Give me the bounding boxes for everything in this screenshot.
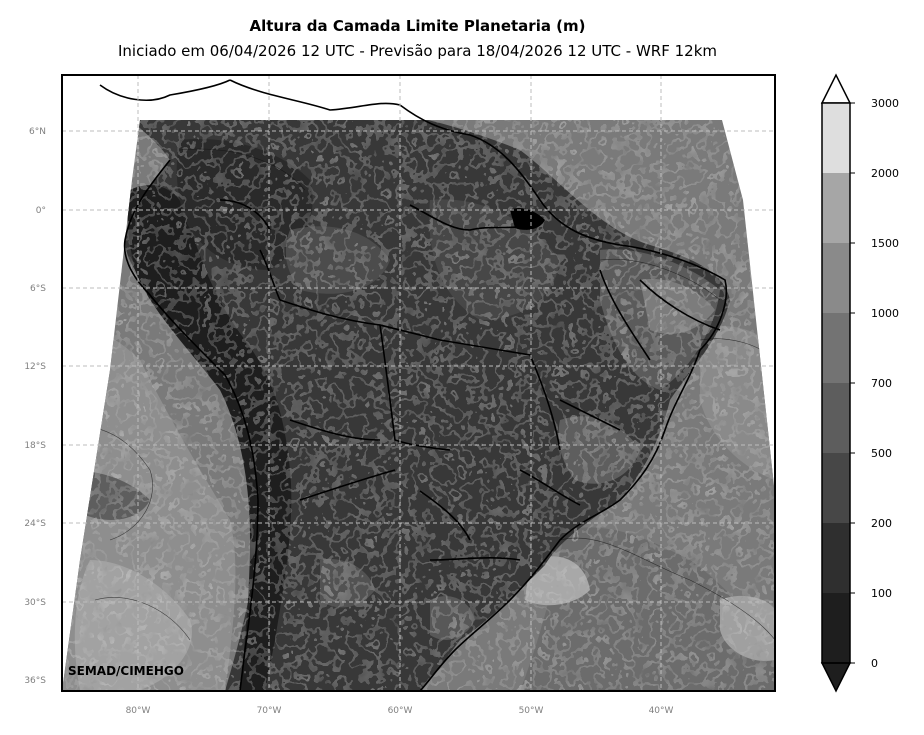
lon-label: 80°W [126, 706, 151, 716]
lat-label: 18°S [24, 441, 46, 451]
colorbar-segment [822, 243, 850, 313]
colorbar-segment [822, 103, 850, 173]
lat-label: 36°S [24, 676, 46, 686]
colorbar: 3000 2000 1500 1000 700 500 200 100 0 [820, 73, 899, 693]
colorbar-label: 500 [871, 447, 892, 460]
colorbar-segment [822, 173, 850, 243]
colorbar-segment [822, 523, 850, 593]
map-frame [61, 74, 776, 692]
colorbar-label: 0 [871, 657, 878, 670]
lat-label: 0° [36, 206, 46, 216]
lon-label: 60°W [388, 706, 413, 716]
lat-label: 6°N [29, 127, 46, 137]
colorbar-label: 2000 [871, 167, 899, 180]
map-subtitle: Iniciado em 06/04/2026 12 UTC - Previsão… [117, 42, 718, 60]
colorbar-segment [822, 383, 850, 453]
map-title: Altura da Camada Limite Planetaria (m) [249, 17, 586, 35]
colorbar-segment [822, 453, 850, 523]
colorbar-label: 700 [871, 377, 892, 390]
gridlines [62, 75, 775, 691]
colorbar-label: 1500 [871, 237, 899, 250]
credit-label: SEMAD/CIMEHGO [68, 664, 184, 678]
latitude-labels: 6°N 0° 6°S 12°S 18°S 24°S 30°S 36°S [24, 127, 46, 686]
colorbar-segment [822, 313, 850, 383]
lon-label: 40°W [649, 706, 674, 716]
colorbar-extend-min [820, 662, 852, 693]
amazon-delta [510, 208, 545, 230]
lon-label: 70°W [257, 706, 282, 716]
lat-label: 12°S [24, 362, 46, 372]
lon-label: 50°W [519, 706, 544, 716]
colorbar-label: 1000 [871, 307, 899, 320]
longitude-labels: 80°W 70°W 60°W 50°W 40°W [126, 706, 674, 716]
lat-label: 30°S [24, 598, 46, 608]
colorbar-label: 200 [871, 517, 892, 530]
pbl-height-field [62, 120, 775, 691]
lat-label: 24°S [24, 519, 46, 529]
colorbar-extend-max [820, 73, 852, 104]
lat-label: 6°S [30, 284, 46, 294]
colorbar-segment [822, 593, 850, 663]
colorbar-label: 100 [871, 587, 892, 600]
colorbar-label: 3000 [871, 97, 899, 110]
